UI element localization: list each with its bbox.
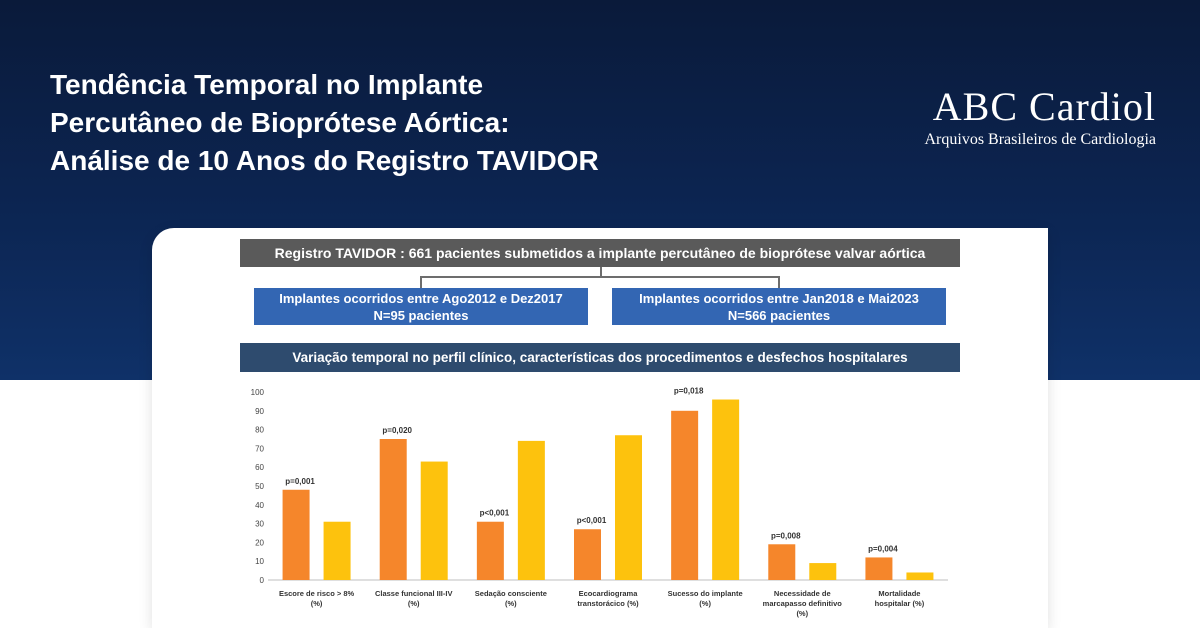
y-tick-label: 60: [255, 463, 264, 472]
p-value-label: p<0,001: [480, 509, 510, 518]
category-label: Mortalidade: [878, 589, 920, 598]
p-value-label: p=0,020: [382, 426, 412, 435]
y-tick-label: 100: [251, 388, 265, 397]
y-tick-label: 80: [255, 426, 264, 435]
category-label: Escore de risco > 8%: [279, 589, 355, 598]
bar-chart: 0 10 20 30 40 50 60 70 80 90 100 p=0,001 Escore de r…: [251, 387, 948, 618]
category-label: (%): [311, 599, 323, 608]
period1-range: Implantes ocorridos entre Ago2012 e Dez2…: [279, 291, 563, 306]
p-value-label: p=0,001: [285, 477, 315, 486]
y-tick-label: 10: [255, 557, 264, 566]
category-label: hospitalar (%): [875, 599, 925, 608]
y-tick-label: 0: [260, 576, 265, 585]
category-label: marcapasso definitivo: [763, 599, 843, 608]
category-label: Classe funcional III-IV: [375, 589, 453, 598]
bar-period1: [865, 557, 893, 580]
bar-period2: [323, 521, 351, 580]
p-value-label: p=0,008: [771, 531, 801, 540]
period1-count: N=95 pacientes: [373, 308, 469, 323]
category-label: (%): [796, 609, 808, 618]
period2-range: Implantes ocorridos entre Jan2018 e Mai2…: [639, 291, 919, 306]
bar-period1: [476, 521, 504, 580]
y-tick-label: 90: [255, 407, 264, 416]
category-label: transtorácico (%): [577, 599, 639, 608]
bar-period2: [809, 563, 837, 580]
connector-left: [420, 276, 422, 288]
period2-box: Implantes ocorridos entre Jan2018 e Mai2…: [612, 288, 946, 325]
bar-period2: [420, 461, 448, 580]
y-tick-label: 30: [255, 520, 264, 529]
bar-period2: [906, 572, 934, 580]
category-label: (%): [408, 599, 420, 608]
category-label: (%): [505, 599, 517, 608]
brand-logo: ABC Cardiol Arquivos Brasileiros de Card…: [924, 86, 1156, 150]
period2-count: N=566 pacientes: [727, 308, 831, 323]
registry-box: Registro TAVIDOR : 661 pacientes submeti…: [240, 239, 960, 267]
bar-period1: [379, 439, 407, 580]
bar-period2: [517, 440, 545, 580]
category-label: (%): [699, 599, 711, 608]
y-tick-label: 20: [255, 538, 264, 547]
brand-name: ABC Cardiol: [932, 84, 1156, 129]
connector-right: [778, 276, 780, 288]
category-label: Necessidade de: [774, 589, 831, 598]
title-line-2: Percutâneo de Bioprótese Aórtica:: [50, 107, 510, 138]
p-value-label: p=0,018: [674, 387, 704, 396]
variation-box: Variação temporal no perfil clínico, car…: [240, 343, 960, 372]
brand-subtitle: Arquivos Brasileiros de Cardiologia: [924, 131, 1156, 148]
connector-trunk: [600, 267, 602, 277]
category-label: Sucesso do implante: [668, 589, 743, 598]
connector-horizontal: [420, 276, 780, 278]
category-label: Sedação consciente: [475, 589, 547, 598]
bar-period1: [671, 410, 699, 580]
bar-period2: [615, 435, 642, 580]
category-label: Ecocardiograma: [579, 589, 639, 598]
page-title: Tendência Temporal no Implante Percutâne…: [50, 66, 770, 180]
y-tick-label: 50: [255, 482, 264, 491]
y-tick-label: 40: [255, 501, 264, 510]
p-value-label: p=0,004: [868, 544, 898, 553]
figure-card: Registro TAVIDOR : 661 pacientes submeti…: [152, 228, 1048, 628]
p-value-label: p<0,001: [577, 516, 607, 525]
bar-period2: [712, 399, 740, 580]
title-line-1: Tendência Temporal no Implante: [50, 69, 484, 100]
bar-period1: [574, 529, 601, 580]
period1-box: Implantes ocorridos entre Ago2012 e Dez2…: [254, 288, 588, 325]
title-line-3: Análise de 10 Anos do Registro TAVIDOR: [50, 145, 599, 176]
y-tick-label: 70: [255, 444, 264, 453]
bar-period1: [282, 489, 310, 580]
bar-period1: [768, 544, 796, 580]
